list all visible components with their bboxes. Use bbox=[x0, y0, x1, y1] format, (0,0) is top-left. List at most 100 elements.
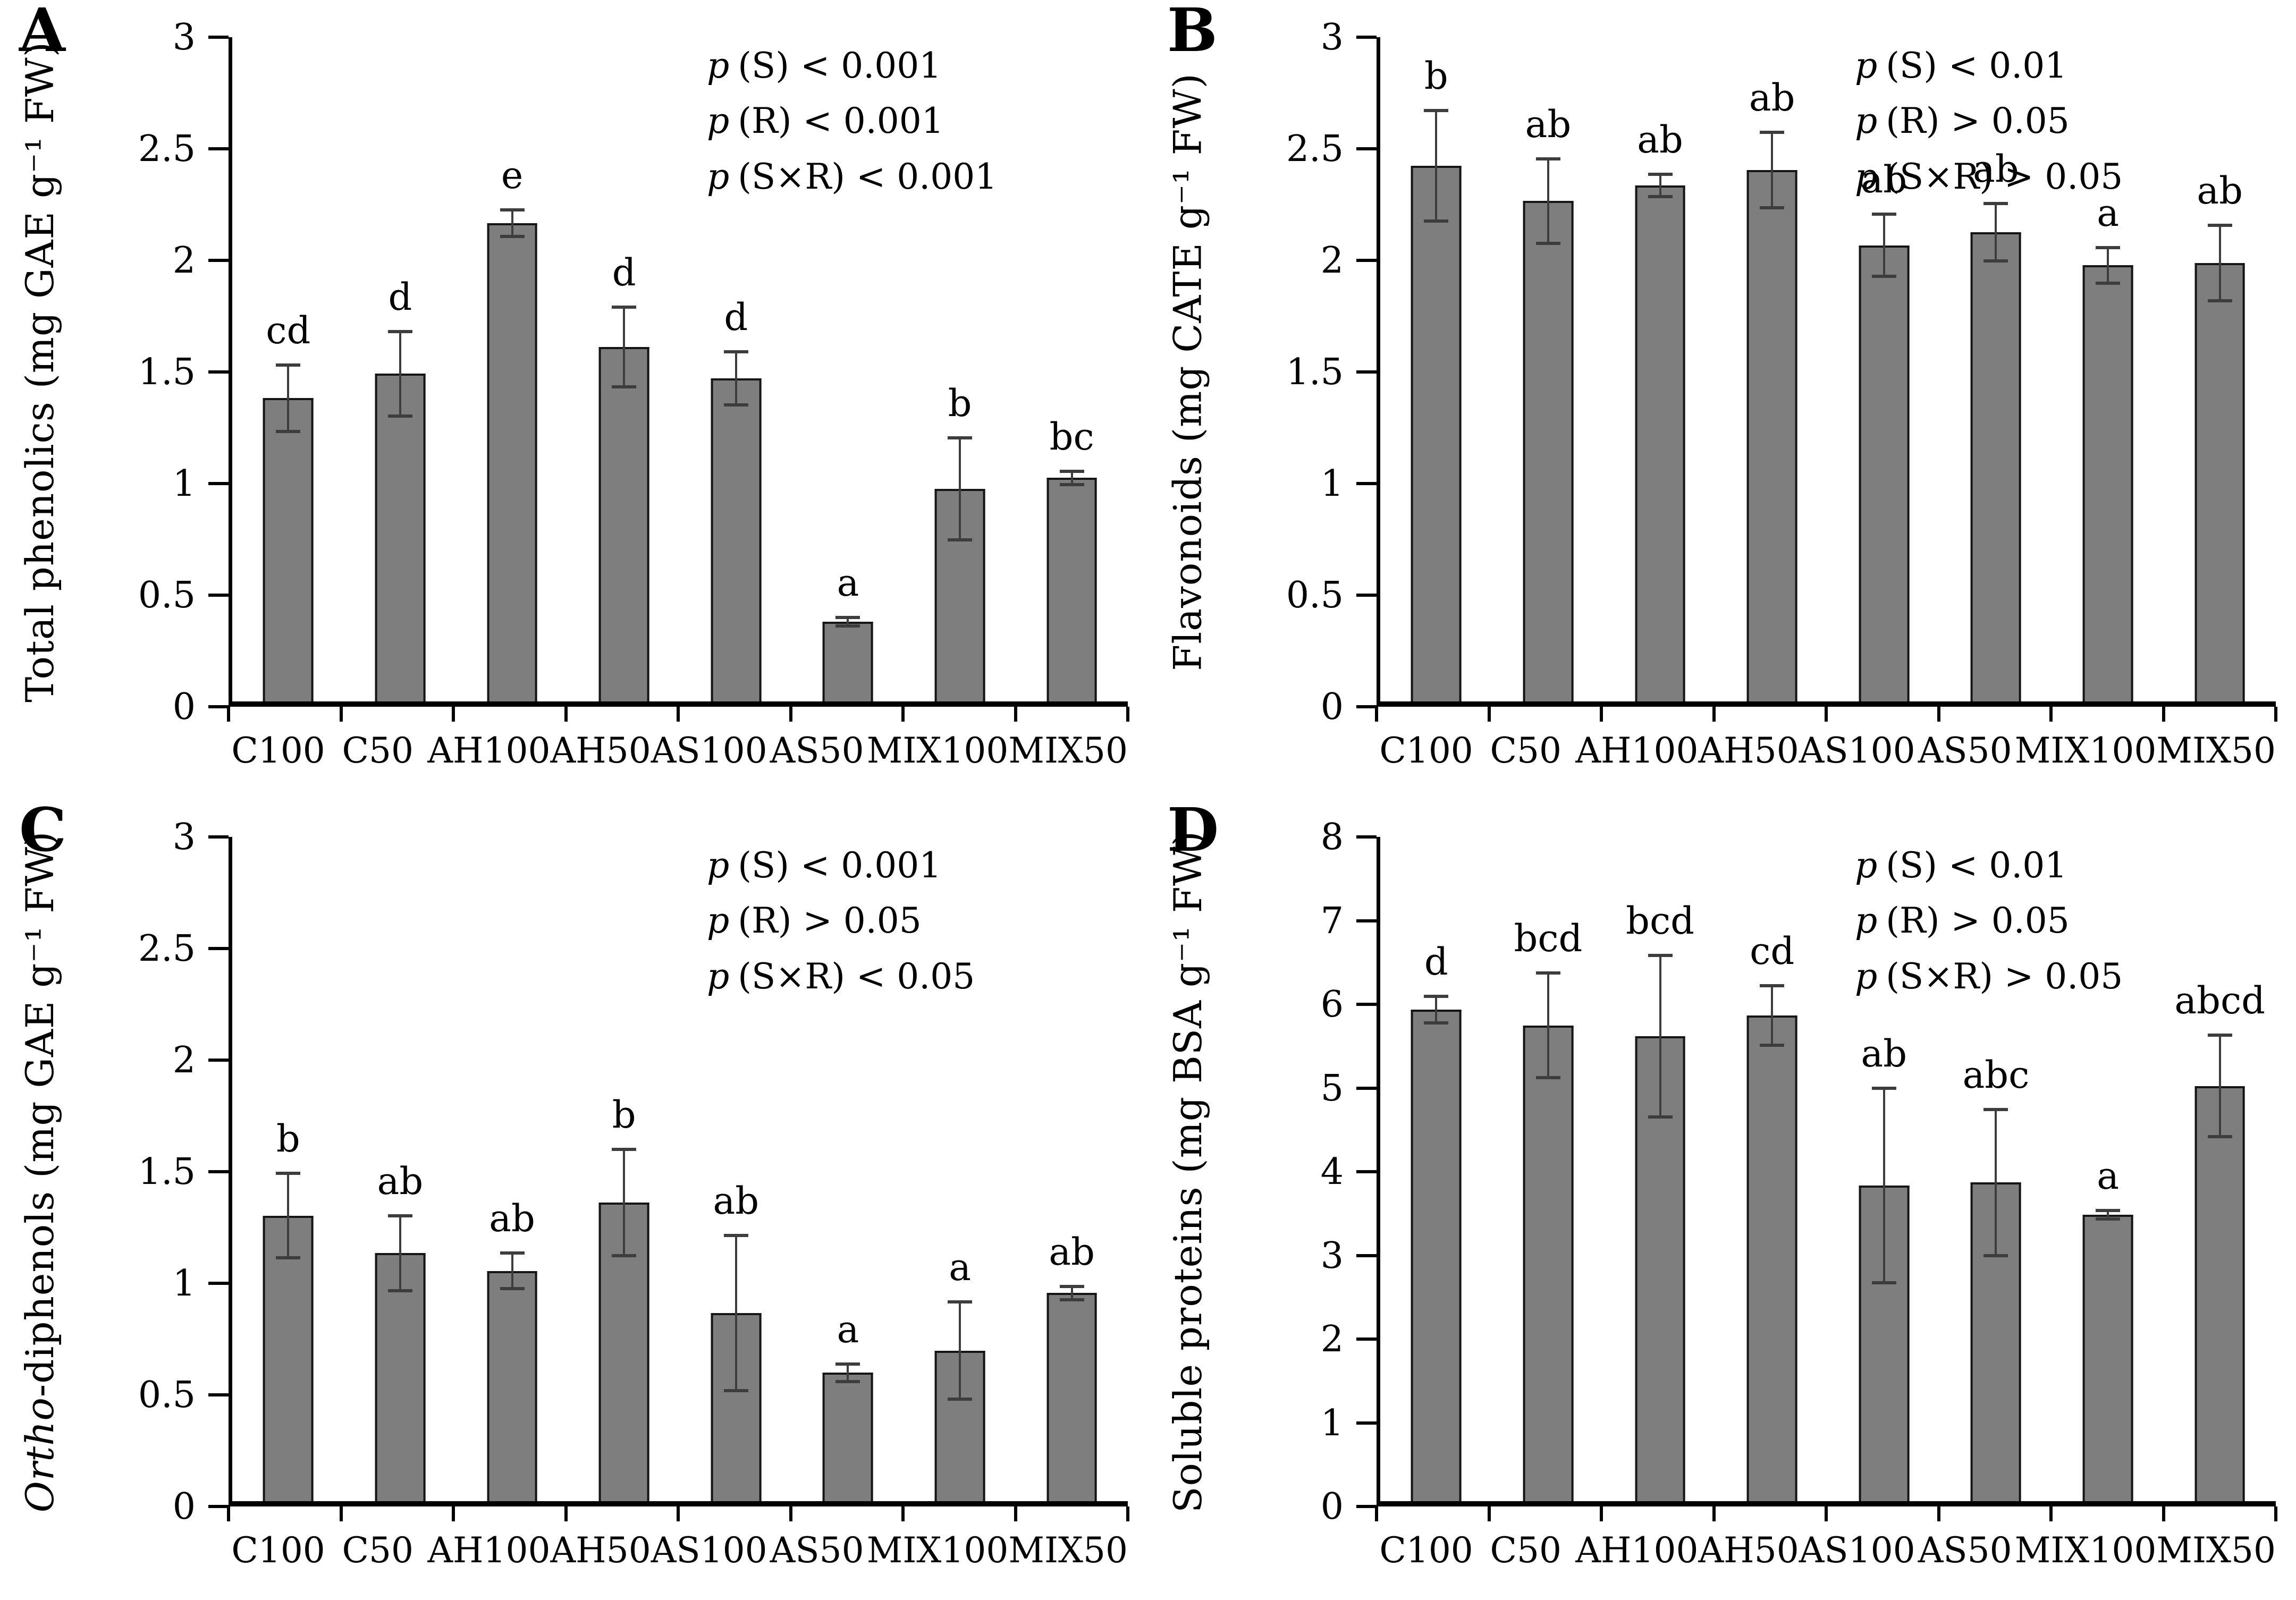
bar-group: a bbox=[792, 37, 904, 701]
significance-letter: a bbox=[837, 1307, 859, 1351]
x-tick-mark bbox=[677, 1506, 680, 1521]
y-tick-label: 0.5 bbox=[138, 1374, 196, 1417]
bars-container: b ab ab b ab a a ab bbox=[232, 837, 1128, 1501]
y-tick-mark bbox=[1356, 1003, 1377, 1006]
error-bar-cap-bottom bbox=[387, 1289, 412, 1293]
y-tick-mark bbox=[1356, 147, 1377, 150]
significance-letter: e bbox=[501, 154, 524, 197]
bar-group: ab bbox=[680, 837, 792, 1501]
panel-letter: A bbox=[19, 0, 65, 65]
bar bbox=[2194, 263, 2246, 701]
panel-letter: B bbox=[1167, 0, 1218, 65]
x-tick-mark bbox=[2162, 707, 2165, 722]
error-bar-cap-bottom bbox=[1983, 259, 2008, 263]
x-tick-label: MIX100 bbox=[866, 730, 1009, 771]
error-bar-cap-top bbox=[1424, 108, 1449, 112]
y-tick-label: 1 bbox=[1320, 463, 1344, 505]
y-tick-mark bbox=[208, 1059, 229, 1062]
bar bbox=[2194, 1086, 2246, 1501]
pvalue-line: p (R) > 0.05 bbox=[1855, 893, 2123, 949]
x-axis-ticks bbox=[1375, 1506, 2277, 1522]
x-tick-label: AS100 bbox=[651, 730, 767, 771]
pvalue-line: p (R) > 0.05 bbox=[1855, 94, 2123, 149]
error-bar bbox=[1771, 132, 1774, 208]
bar-group: d bbox=[1380, 837, 1492, 1501]
bar-group: a bbox=[792, 837, 904, 1501]
error-bar bbox=[1659, 955, 1661, 1117]
y-tick-label: 3 bbox=[172, 16, 196, 59]
panel-letter: D bbox=[1167, 795, 1219, 865]
error-bar-cap-top bbox=[1535, 971, 1560, 975]
x-tick-label: AH100 bbox=[1575, 730, 1699, 771]
p-symbol: p bbox=[1855, 156, 1878, 197]
x-tick-mark bbox=[1825, 707, 1828, 722]
x-tick-mark bbox=[1126, 1506, 1129, 1521]
y-tick-label: 7 bbox=[1320, 900, 1344, 942]
error-bar bbox=[847, 1364, 849, 1382]
error-bar-cap-top bbox=[2096, 245, 2121, 249]
x-tick-label: MIX100 bbox=[2014, 730, 2157, 771]
y-tick-mark bbox=[1356, 482, 1377, 486]
significance-letter: ab bbox=[1637, 118, 1683, 162]
error-bar-cap-top bbox=[1648, 173, 1673, 176]
y-tick-label: 3 bbox=[1320, 1234, 1344, 1277]
significance-letter: abc bbox=[1962, 1053, 2030, 1097]
bar bbox=[375, 374, 426, 701]
x-tick-label: AH100 bbox=[1575, 1530, 1699, 1571]
error-bar-cap-top bbox=[1760, 131, 1785, 134]
error-bar-cap-top bbox=[835, 615, 860, 619]
error-bar-cap-bottom bbox=[276, 429, 301, 433]
significance-letter: ab bbox=[377, 1159, 424, 1203]
y-tick-mark bbox=[1356, 1170, 1377, 1173]
x-tick-mark bbox=[1014, 707, 1017, 722]
bar-group: bcd bbox=[1492, 837, 1605, 1501]
bar bbox=[487, 223, 537, 701]
error-bar-cap-bottom bbox=[835, 624, 860, 628]
error-bar bbox=[735, 1235, 737, 1391]
p-symbol: p bbox=[707, 955, 730, 997]
y-tick-mark bbox=[208, 370, 229, 374]
bar bbox=[375, 1253, 426, 1501]
error-bar-cap-top bbox=[948, 436, 973, 440]
y-tick-mark bbox=[208, 147, 229, 150]
y-tick-mark bbox=[208, 36, 229, 39]
y-tick-mark bbox=[208, 947, 229, 950]
error-bar-cap-top bbox=[723, 350, 748, 353]
error-bar-cap-top bbox=[500, 1251, 525, 1255]
error-bar bbox=[511, 1253, 513, 1289]
x-tick-mark bbox=[227, 707, 230, 722]
error-bar bbox=[287, 1173, 290, 1258]
y-tick-label: 0.5 bbox=[138, 574, 196, 617]
error-bar-cap-top bbox=[1760, 984, 1785, 987]
x-tick-mark bbox=[1712, 707, 1716, 722]
error-bar-cap-bottom bbox=[2096, 1217, 2121, 1221]
error-bar-cap-top bbox=[1871, 1087, 1896, 1090]
pvalue-annotation: p (S) < 0.01 p (R) > 0.05 p (S×R) > 0.05 bbox=[1855, 38, 2123, 205]
p-symbol: p bbox=[707, 45, 730, 86]
y-axis: 0 1 2 3 4 5 6 7 8 bbox=[1228, 819, 1377, 1525]
error-bar-cap-top bbox=[2096, 1209, 2121, 1213]
error-bar bbox=[287, 365, 290, 431]
error-bar-cap-top bbox=[1648, 954, 1673, 958]
x-tick-mark bbox=[2274, 707, 2277, 722]
bar bbox=[823, 1373, 873, 1501]
error-bar bbox=[2107, 1210, 2109, 1219]
y-tick-label: 0.5 bbox=[1286, 574, 1344, 617]
x-tick-mark bbox=[2274, 1506, 2277, 1521]
error-bar-cap-bottom bbox=[387, 414, 412, 418]
x-tick-label: AS50 bbox=[1918, 1530, 2012, 1571]
bar bbox=[487, 1271, 537, 1501]
significance-letter: ab bbox=[2197, 169, 2243, 213]
x-tick-label: C50 bbox=[1490, 1530, 1561, 1571]
y-tick-label: 2 bbox=[172, 240, 196, 282]
bar bbox=[711, 378, 762, 701]
error-bar-cap-bottom bbox=[1059, 482, 1084, 486]
pvalue-text: (R) < 0.001 bbox=[738, 100, 944, 142]
x-tick-label: MIX50 bbox=[2156, 1530, 2276, 1571]
error-bar bbox=[735, 351, 737, 405]
bar bbox=[1746, 1015, 1797, 1501]
y-tick-mark bbox=[208, 1170, 229, 1173]
bar-group: ab bbox=[1492, 37, 1605, 701]
pvalue-text: (R) > 0.05 bbox=[738, 900, 922, 942]
x-tick-mark bbox=[1487, 707, 1491, 722]
